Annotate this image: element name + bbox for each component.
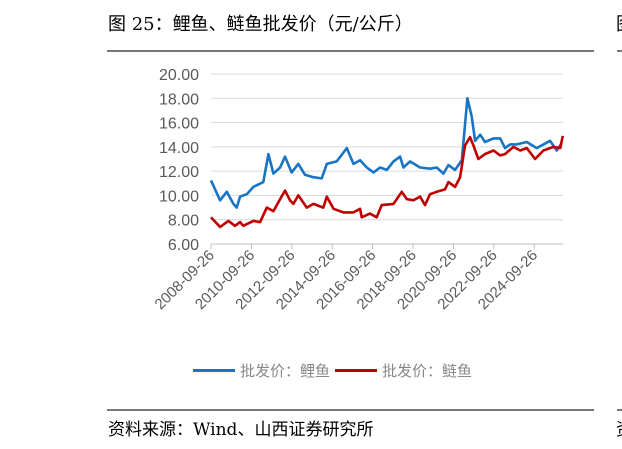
y-tick-label: 20.00 <box>159 67 199 84</box>
figure-title: 图 25：鲤鱼、鲢鱼批发价（元/公斤） <box>108 14 413 35</box>
legend-label-carp: 批发价：鲤鱼 <box>240 362 331 380</box>
next-footer-divider <box>617 409 622 411</box>
footer-divider <box>107 409 594 411</box>
y-tick-label: 14.00 <box>159 140 199 157</box>
cropped-next-source: 资 <box>616 415 622 440</box>
legend-swatch-carp <box>193 369 235 372</box>
legend-label-silver-carp: 批发价：鲢鱼 <box>382 362 473 380</box>
series-line-silver-carp <box>210 135 565 229</box>
next-title-divider <box>617 50 622 52</box>
source-note: 资料来源：Wind、山西证券研究所 <box>108 420 374 440</box>
y-tick-label: 12.00 <box>159 164 199 181</box>
y-tick-label: 6.00 <box>168 237 199 254</box>
legend-item-carp: 批发价：鲤鱼 <box>193 360 330 381</box>
y-tick-label: 10.00 <box>159 188 199 205</box>
y-tick-label: 8.00 <box>168 213 199 230</box>
y-tick-label: 16.00 <box>159 116 199 133</box>
cropped-next-title: 图 <box>616 10 622 36</box>
series-line-carp <box>209 97 563 209</box>
title-divider <box>107 50 594 52</box>
legend: 批发价：鲤鱼 批发价：鲢鱼 <box>193 360 477 381</box>
y-tick-label: 18.00 <box>159 91 199 108</box>
legend-item-silver-carp: 批发价：鲢鱼 <box>335 360 472 381</box>
legend-swatch-silver-carp <box>335 369 378 372</box>
